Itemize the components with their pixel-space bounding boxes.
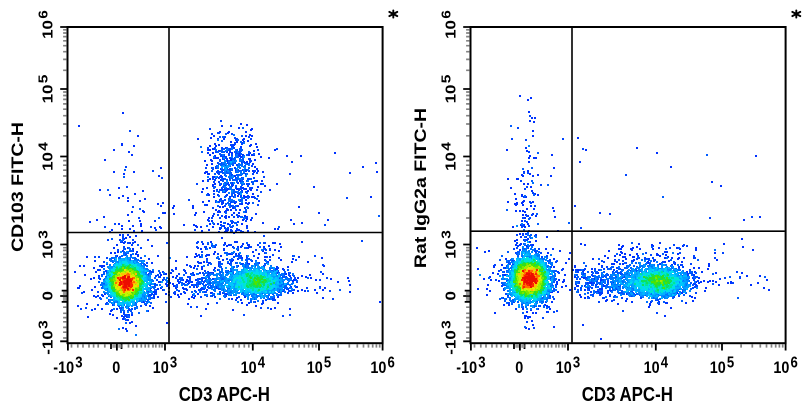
svg-text:103: 103 [556,354,580,377]
svg-text:104: 104 [439,142,459,171]
svg-text:Rat IgG2a FITC-H: Rat IgG2a FITC-H [411,108,429,268]
svg-text:106: 106 [439,10,459,39]
svg-text:CD3 APC-H: CD3 APC-H [179,383,270,406]
svg-text:0: 0 [515,359,523,377]
svg-text:104: 104 [644,354,668,377]
svg-text:-103: -103 [456,354,485,377]
svg-text:106: 106 [36,10,56,39]
svg-text:CD3 APC-H: CD3 APC-H [582,383,673,406]
svg-text:CD103 FITC-H: CD103 FITC-H [8,122,26,252]
svg-text:-103: -103 [36,320,56,355]
svg-text:105: 105 [307,354,331,377]
svg-text:106: 106 [773,354,797,377]
svg-text:0: 0 [443,291,459,301]
svg-text:0: 0 [40,291,56,301]
svg-text:105: 105 [710,354,734,377]
svg-text:103: 103 [153,354,177,377]
svg-text:0: 0 [112,359,120,377]
svg-text:105: 105 [36,75,56,104]
svg-text:104: 104 [36,142,56,171]
svg-text:-103: -103 [439,320,459,355]
svg-text:103: 103 [36,230,56,259]
svg-text:104: 104 [241,354,265,377]
svg-text:103: 103 [439,230,459,259]
svg-text:105: 105 [439,75,459,104]
svg-text:-103: -103 [53,354,82,377]
svg-text:106: 106 [370,354,394,377]
